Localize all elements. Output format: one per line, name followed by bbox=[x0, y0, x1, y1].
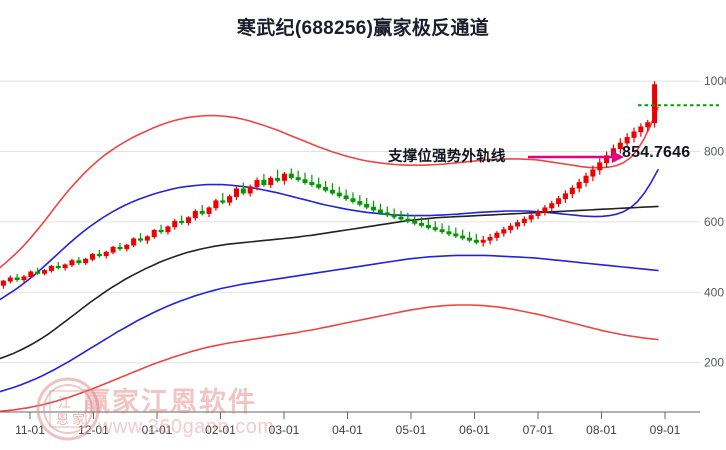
y-axis-tick-label: 800 bbox=[704, 145, 724, 159]
x-axis-tick-label: 12-01 bbox=[78, 423, 109, 437]
band-line-upper-inner-band bbox=[0, 169, 659, 301]
band-line-lower-outer-band bbox=[0, 304, 659, 413]
x-axis-tick-label: 04-01 bbox=[332, 423, 363, 437]
x-axis-tick-label: 02-01 bbox=[205, 423, 236, 437]
page-title: 寒武纪(688256)赢家极反通道 bbox=[236, 18, 490, 39]
annotation-arrow-head bbox=[612, 151, 624, 163]
y-axis-tick-label: 600 bbox=[704, 215, 724, 229]
band-line-upper-outer-band bbox=[0, 106, 659, 269]
x-axis-tick-label: 01-01 bbox=[142, 423, 173, 437]
y-axis-tick-label: 400 bbox=[704, 285, 724, 299]
x-axis-tick-label: 09-01 bbox=[650, 423, 681, 437]
y-axis-tick-label: 1000 bbox=[704, 74, 726, 88]
x-axis-tick-label: 11-01 bbox=[15, 423, 45, 437]
candlestick-series bbox=[0, 81, 658, 289]
support-rail-annotation-value: 854.7646 bbox=[622, 144, 691, 161]
x-axis-tick-label: 06-01 bbox=[459, 423, 490, 437]
y-axis-tick-label: 200 bbox=[704, 356, 724, 370]
support-rail-annotation-label: 支撑位强势外轨线 bbox=[388, 149, 506, 165]
band-line-lower-inner-band bbox=[0, 254, 659, 393]
band-line-center-line bbox=[0, 205, 659, 360]
x-axis-tick-label: 08-01 bbox=[586, 423, 617, 437]
x-axis-tick-label: 07-01 bbox=[523, 423, 554, 437]
x-axis-tick-label: 05-01 bbox=[396, 423, 427, 437]
x-axis-tick-label: 03-01 bbox=[269, 423, 300, 437]
